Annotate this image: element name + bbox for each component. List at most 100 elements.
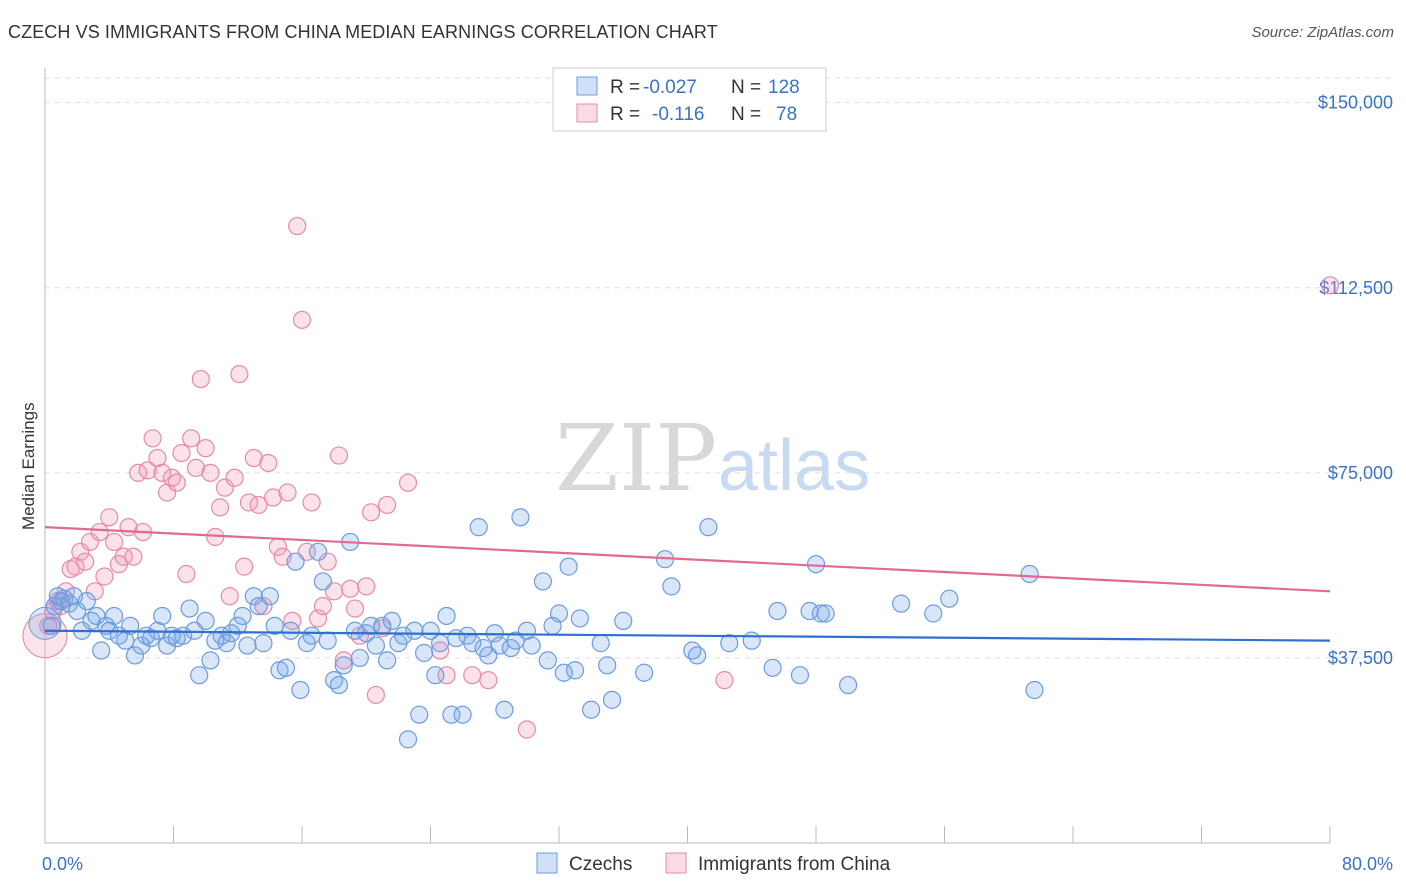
x-tick-labels: 0.0% 80.0% bbox=[42, 854, 1393, 874]
immigrants-from-china-point-large bbox=[22, 613, 68, 659]
y-tick-label-1: $75,000 bbox=[1328, 463, 1393, 483]
immigrants-from-china-point-73 bbox=[463, 666, 482, 685]
immigrants-from-china-point-47 bbox=[263, 488, 283, 507]
czechs-point-88 bbox=[495, 700, 514, 719]
czechs-point-75 bbox=[426, 666, 445, 685]
immigrants-from-china-point-41 bbox=[235, 557, 254, 576]
czechs-point-54 bbox=[313, 572, 332, 591]
immigrants-from-china-point-46 bbox=[259, 453, 278, 473]
legend-n-label-blue: N = bbox=[731, 77, 761, 98]
czechs-point-127 bbox=[1025, 680, 1044, 700]
czechs-point-122 bbox=[839, 675, 858, 695]
immigrants-from-china-point-65 bbox=[357, 577, 376, 596]
immigrants-from-china-point-60 bbox=[329, 446, 349, 465]
czechs-point-103 bbox=[591, 634, 610, 653]
immigrants-from-china-point-14 bbox=[104, 532, 124, 552]
czechs-point-36 bbox=[217, 634, 236, 653]
immigrants-from-china-point-12 bbox=[95, 567, 114, 586]
correlation-legend: R = -0.027 N = 128 R = -0.116 N = 78 bbox=[552, 67, 827, 132]
czechs-point-large bbox=[28, 606, 62, 640]
czechs-point-9 bbox=[77, 592, 96, 611]
legend-swatch-blue bbox=[576, 76, 598, 96]
legend-swatch-immigrants-from-china bbox=[665, 852, 687, 874]
immigrants-from-china-point-32 bbox=[191, 369, 210, 389]
czechs-point-66 bbox=[378, 651, 397, 670]
czechs-point-115 bbox=[763, 658, 782, 677]
immigrants-from-china-point-33 bbox=[196, 439, 215, 458]
czechs-point-109 bbox=[662, 577, 681, 596]
legend-n-value-pink: 78 bbox=[776, 104, 797, 125]
immigrants-from-china-point-66 bbox=[361, 503, 381, 522]
legend-r-value-pink: -0.116 bbox=[652, 104, 704, 125]
immigrants-from-china-point-43 bbox=[244, 448, 263, 468]
czechs-point-116 bbox=[768, 601, 787, 621]
immigrants-from-china-point-38 bbox=[220, 587, 239, 606]
czechs-point-50 bbox=[291, 680, 310, 700]
czechs-point-18 bbox=[121, 616, 140, 635]
czechs-point-39 bbox=[233, 606, 252, 626]
czechs-point-104 bbox=[598, 656, 617, 675]
czechs-point-71 bbox=[405, 621, 424, 640]
immigrants-from-china-point-5 bbox=[61, 559, 80, 579]
czechs-point-31 bbox=[190, 666, 209, 685]
legend-r-label-pink: R = bbox=[610, 104, 640, 125]
czechs-point-44 bbox=[260, 587, 279, 606]
czechs-point-101 bbox=[570, 609, 589, 628]
legend-n-label-pink: N = bbox=[731, 104, 761, 125]
immigrants-from-china-point-31 bbox=[186, 458, 206, 478]
immigrants-from-china-point-36 bbox=[210, 498, 230, 517]
immigrants-from-china-point-40 bbox=[230, 365, 249, 384]
czechs-point-11 bbox=[87, 606, 106, 626]
czechs-point-24 bbox=[153, 606, 172, 626]
immigrants-from-china-point-16 bbox=[114, 547, 133, 566]
czechs-point-74 bbox=[421, 621, 440, 640]
czechs-point-121 bbox=[816, 604, 835, 623]
czechs-point-124 bbox=[924, 604, 943, 623]
czechs-point-69 bbox=[394, 626, 413, 645]
x-tick-label-0: 0.0% bbox=[42, 854, 83, 874]
y-axis-label: Median Earnings bbox=[19, 402, 38, 530]
chart-title: CZECH VS IMMIGRANTS FROM CHINA MEDIAN EA… bbox=[8, 22, 718, 42]
czechs-point-93 bbox=[522, 636, 541, 655]
watermark-zip: ZIP bbox=[555, 405, 717, 512]
legend-n-value-blue: 128 bbox=[768, 77, 800, 98]
immigrants-from-china-point-45 bbox=[254, 596, 273, 616]
y-tick-label-0: $37,500 bbox=[1328, 648, 1393, 668]
trend-line-immigrants-from-china bbox=[44, 526, 1331, 593]
czechs-point-117 bbox=[790, 666, 810, 685]
immigrants-from-china-point-29 bbox=[177, 564, 196, 584]
czechs-point-102 bbox=[582, 700, 601, 719]
czechs-point-47 bbox=[276, 658, 296, 677]
czechs-point-99 bbox=[559, 557, 578, 576]
czechs-point-77 bbox=[437, 606, 456, 626]
czechs-point-15 bbox=[104, 606, 124, 626]
x-tick-label-1: 80.0% bbox=[1342, 854, 1393, 874]
series-immigrants-from-china-points bbox=[22, 216, 1340, 739]
czechs-point-80 bbox=[453, 705, 472, 724]
legend-swatch-czechs bbox=[536, 852, 558, 874]
immigrants-from-china-point-39 bbox=[225, 468, 244, 487]
immigrants-from-china-point-50 bbox=[278, 483, 297, 502]
y-tick-labels: $37,500$75,000$112,500$150,000 bbox=[1318, 93, 1393, 668]
series-legend: Czechs Immigrants from China bbox=[536, 852, 891, 875]
immigrants-from-china-point-62 bbox=[341, 579, 360, 598]
czechs-point-58 bbox=[334, 656, 353, 675]
immigrants-from-china-point-21 bbox=[138, 461, 157, 480]
czechs-point-61 bbox=[350, 648, 369, 668]
immigrants-from-china-point-77 bbox=[1320, 276, 1340, 295]
czechs-point-70 bbox=[398, 730, 418, 749]
immigrants-from-china-point-9 bbox=[80, 532, 100, 552]
czechs-point-38 bbox=[228, 616, 247, 635]
czechs-point-126 bbox=[1020, 564, 1039, 584]
immigrants-from-china-point-30 bbox=[182, 429, 201, 448]
axes bbox=[44, 68, 1331, 844]
immigrants-from-china-point-57 bbox=[313, 596, 332, 616]
immigrants-from-china-point-76 bbox=[715, 671, 734, 690]
czechs-point-19 bbox=[125, 646, 145, 665]
watermark: ZIP atlas bbox=[555, 405, 870, 512]
czechs-point-43 bbox=[254, 634, 273, 653]
czechs-point-111 bbox=[688, 646, 707, 665]
immigrants-from-china-point-37 bbox=[215, 478, 234, 497]
czechs-point-29 bbox=[180, 599, 199, 618]
